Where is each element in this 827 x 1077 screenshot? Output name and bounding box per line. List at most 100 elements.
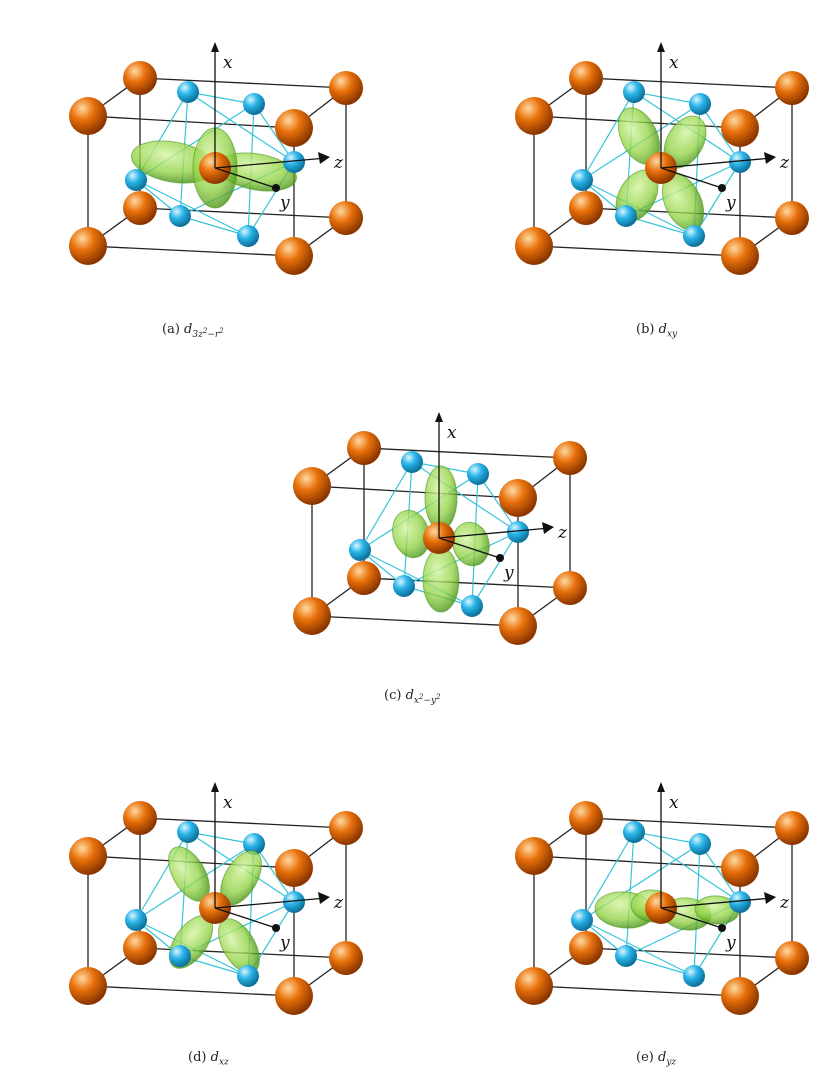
z-axis (214, 897, 327, 909)
bond-line (471, 531, 519, 607)
z-axis-label: z (333, 153, 344, 173)
y-axis-dot (718, 184, 726, 192)
z-axis-arrow (542, 522, 554, 534)
bond-line (477, 473, 519, 533)
z-axis-arrow (764, 152, 776, 164)
corner-atom (275, 109, 313, 147)
ligand-atom (125, 909, 147, 931)
corner-atom (69, 227, 107, 265)
x-axis-arrow (435, 412, 443, 422)
y-axis-label: y (725, 933, 736, 953)
ligand-atom (393, 575, 415, 597)
corner-atom (775, 201, 809, 235)
x-axis-arrow (211, 782, 219, 792)
z-axis (660, 897, 773, 909)
ligand-atom (467, 463, 489, 485)
ligand-atom (177, 821, 199, 843)
corner-atom (515, 97, 553, 135)
corner-atom (347, 561, 381, 595)
ligand-atom (623, 81, 645, 103)
orbital-lobe (424, 465, 458, 531)
corner-atom (515, 967, 553, 1005)
z-axis (214, 157, 327, 169)
z-axis-label: z (333, 893, 344, 913)
ligand-atom (283, 151, 305, 173)
bond-line (633, 831, 701, 845)
caption-d-prefix: (d) (188, 1050, 207, 1065)
z-axis-arrow (764, 892, 776, 904)
caption-e-symbol: d (657, 1050, 667, 1065)
ligand-atom (615, 945, 637, 967)
ligand-atom (401, 451, 423, 473)
corner-atom (275, 977, 313, 1015)
corner-atom (553, 441, 587, 475)
corner-atom (275, 237, 313, 275)
y-axis-label: y (725, 193, 736, 213)
y-axis (214, 907, 277, 929)
cube-edge (533, 855, 741, 869)
bond-line (411, 461, 519, 533)
panel-c: x z y (272, 400, 602, 660)
bond-line (581, 91, 635, 181)
corner-atom (293, 467, 331, 505)
z-axis-label: z (779, 153, 790, 173)
y-axis-dot (496, 554, 504, 562)
corner-atom (515, 837, 553, 875)
y-axis (660, 167, 723, 189)
corner-atom (721, 109, 759, 147)
caption-c-subscript: x2−y2 (413, 692, 441, 706)
corner-atom (775, 941, 809, 975)
y-axis-label: y (279, 933, 290, 953)
orbital-lobe (422, 547, 460, 613)
corner-atom (569, 191, 603, 225)
bond-line (359, 473, 479, 551)
corner-atom (721, 977, 759, 1015)
caption-a-subscript: 3z2−r2 (192, 326, 224, 340)
ligand-atom (237, 965, 259, 987)
ligand-atom (507, 521, 529, 543)
panel-a: x z y (48, 30, 378, 290)
x-axis-label: x (223, 793, 233, 813)
x-axis-arrow (657, 782, 665, 792)
caption-d-subscript: xz (218, 1057, 229, 1068)
corner-atom (775, 811, 809, 845)
x-axis-label: x (669, 793, 679, 813)
y-axis-dot (272, 924, 280, 932)
corner-atom (347, 431, 381, 465)
x-axis-label: x (447, 423, 457, 443)
ligand-atom (177, 81, 199, 103)
corner-atom (569, 801, 603, 835)
y-axis-label: y (279, 193, 290, 213)
bond-line (699, 843, 741, 903)
ligand-atom (243, 833, 265, 855)
y-axis-label: y (503, 563, 514, 583)
y-axis (660, 907, 723, 929)
ligand-atom (243, 93, 265, 115)
corner-atom (721, 237, 759, 275)
bond-line (633, 91, 701, 105)
z-axis (438, 527, 551, 539)
caption-b-symbol: d (658, 322, 667, 337)
cube-edge (139, 817, 347, 829)
y-axis (438, 537, 501, 559)
caption-b: (b) dxy (636, 322, 677, 340)
panel-b: x z y (494, 30, 824, 290)
corner-atom (553, 571, 587, 605)
ligand-atom (683, 225, 705, 247)
caption-e-subscript: yz (666, 1057, 677, 1068)
caption-d: (d) dxz (188, 1050, 229, 1068)
y-axis-dot (272, 184, 280, 192)
ligand-atom (237, 225, 259, 247)
corner-atom (275, 849, 313, 887)
panel-d: x z y (48, 770, 378, 1030)
crystal-diagram-d: x z y (69, 782, 363, 1015)
z-axis-label: z (779, 893, 790, 913)
corner-atom (329, 201, 363, 235)
bond-line (581, 831, 635, 921)
cube-edge (87, 115, 295, 129)
orbital-lobe (452, 521, 490, 567)
bond-line (253, 103, 295, 163)
bond-line (179, 215, 249, 237)
ligand-atom (689, 93, 711, 115)
cube-edge (87, 245, 295, 257)
